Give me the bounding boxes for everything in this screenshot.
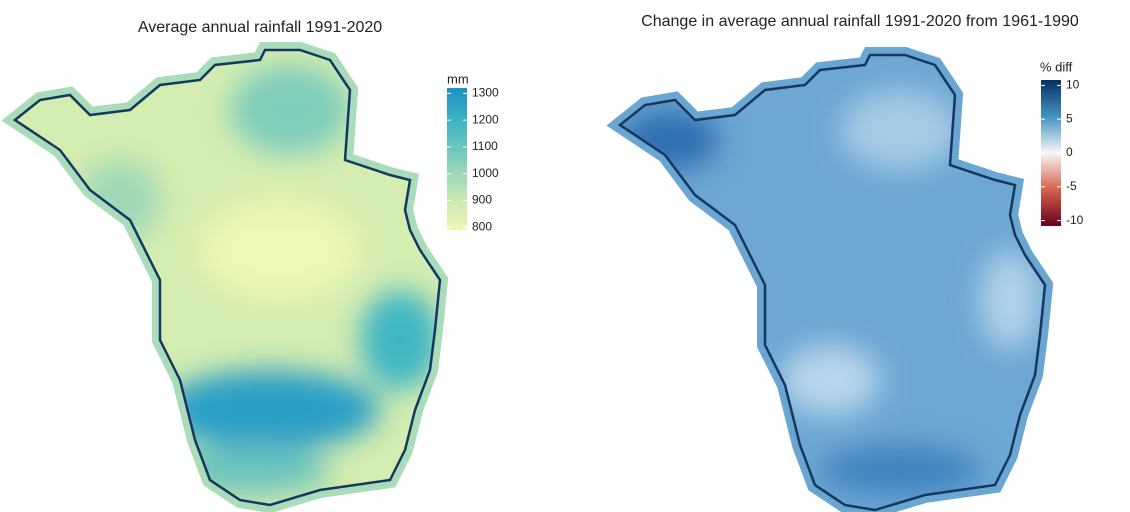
map-title: Average annual rainfall 1991-2020 <box>138 19 382 36</box>
legend-tick-label: 0 <box>1066 145 1073 159</box>
legend-tick-label: 5 <box>1066 111 1073 125</box>
legend-tick-label: 900 <box>472 193 492 207</box>
legend-tick-label: -10 <box>1066 213 1084 227</box>
legend-tick-label: 10 <box>1066 78 1080 92</box>
legend-tick-label: 1100 <box>472 139 498 153</box>
legend-tick-label: 1000 <box>472 166 499 180</box>
map-title: Change in average annual rainfall 1991-2… <box>641 13 1079 30</box>
legend-tick-label: 800 <box>472 219 492 233</box>
legend-tick-label: 1300 <box>472 86 499 100</box>
colorbar <box>447 88 467 230</box>
colorbar <box>1041 80 1061 226</box>
legend-tick-label: 1200 <box>472 112 499 126</box>
legend-tick-label: -5 <box>1066 179 1077 193</box>
legend-title: mm <box>447 71 469 86</box>
legend-title: % diff <box>1040 59 1073 74</box>
change-map <box>600 40 1060 510</box>
rainfall-map <box>0 40 460 510</box>
